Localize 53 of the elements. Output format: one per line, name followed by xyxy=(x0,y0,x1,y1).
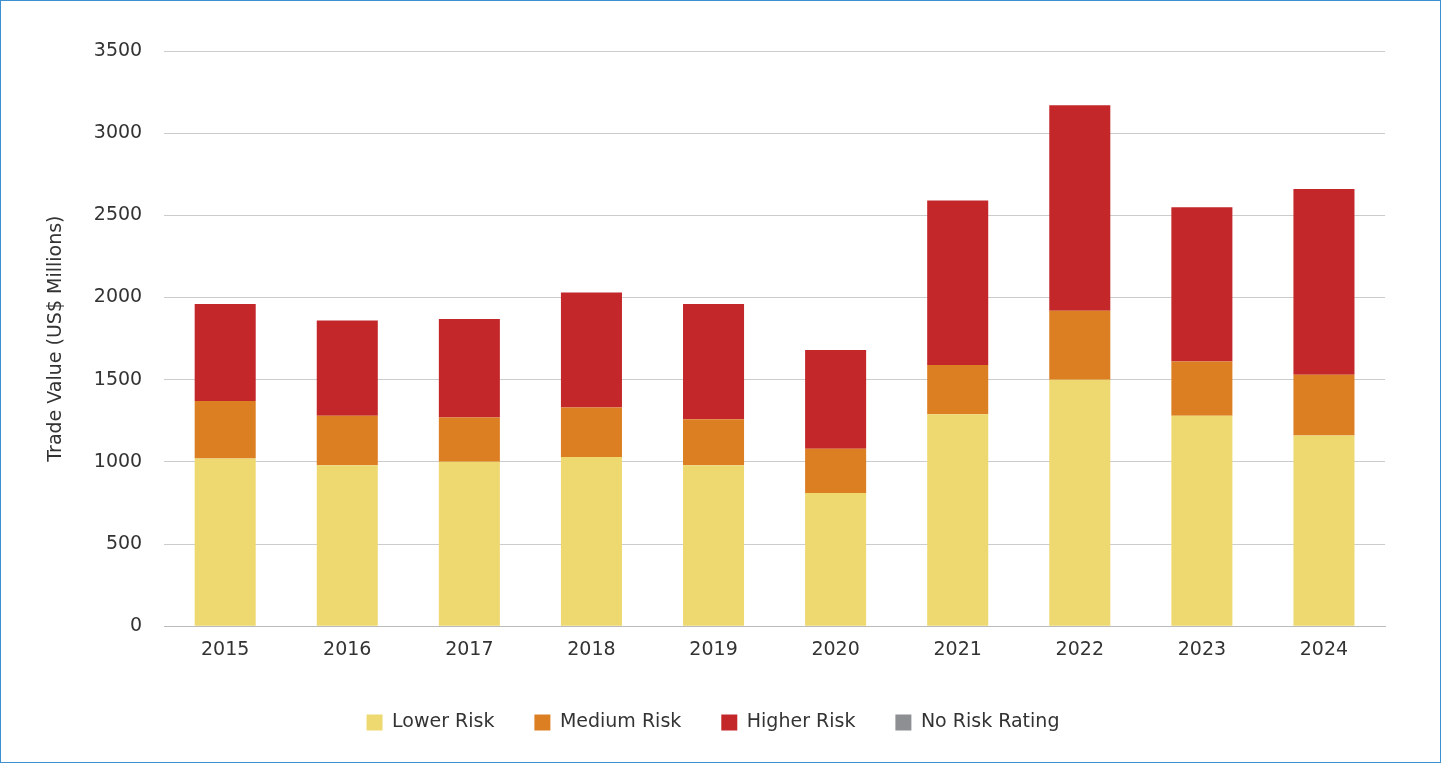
legend-label: No Risk Rating xyxy=(920,709,1060,732)
x-tick-label: 2017 xyxy=(445,636,494,659)
bar xyxy=(1049,310,1111,380)
bar xyxy=(194,458,256,626)
bar xyxy=(805,493,867,626)
x-tick-label: 2018 xyxy=(567,636,616,659)
x-tick-label: 2016 xyxy=(323,636,372,659)
bar xyxy=(683,465,745,626)
bar xyxy=(927,414,989,626)
bar xyxy=(1049,379,1111,626)
x-tick-label: 2022 xyxy=(1055,636,1104,659)
legend-label: Medium Risk xyxy=(559,709,682,732)
bar xyxy=(438,461,500,626)
bar xyxy=(316,415,378,466)
bar xyxy=(1171,415,1233,626)
bar xyxy=(316,465,378,626)
bar xyxy=(683,419,745,466)
bar xyxy=(438,417,500,462)
bar xyxy=(683,304,745,420)
x-tick-label: 2021 xyxy=(933,636,982,659)
bar xyxy=(805,448,867,494)
bar xyxy=(1293,435,1355,626)
bar xyxy=(316,320,378,416)
x-tick-label: 2019 xyxy=(689,636,738,659)
bar xyxy=(927,364,989,415)
legend-label: Lower Risk xyxy=(392,709,495,732)
bar xyxy=(1171,361,1233,416)
bar xyxy=(927,200,989,365)
bar xyxy=(1171,207,1233,362)
y-tick-label: 1000 xyxy=(93,448,143,471)
x-tick-label: 2015 xyxy=(201,636,250,659)
bar xyxy=(194,401,256,459)
x-tick-label: 2023 xyxy=(1177,636,1227,659)
bar xyxy=(1293,374,1355,436)
bar xyxy=(805,350,867,449)
y-tick-label: 500 xyxy=(105,530,143,553)
bar xyxy=(560,292,622,408)
bar xyxy=(560,407,622,457)
y-tick-label: 2500 xyxy=(93,202,143,225)
y-axis-title: Trade Value (US$ Millions) xyxy=(43,215,66,463)
bar xyxy=(438,318,500,418)
y-tick-label: 2000 xyxy=(93,284,143,307)
y-tick-label: 3500 xyxy=(93,37,143,60)
legend-label: Higher Risk xyxy=(746,709,856,732)
y-tick-label: 1500 xyxy=(93,366,143,389)
bar xyxy=(1049,105,1111,311)
bar xyxy=(560,456,622,626)
x-tick-label: 2020 xyxy=(811,636,860,659)
y-tick-label: 3000 xyxy=(93,120,143,143)
x-tick-label: 2024 xyxy=(1299,636,1349,659)
bar xyxy=(1293,189,1355,375)
bar xyxy=(194,304,256,402)
y-tick-label: 0 xyxy=(130,613,143,636)
